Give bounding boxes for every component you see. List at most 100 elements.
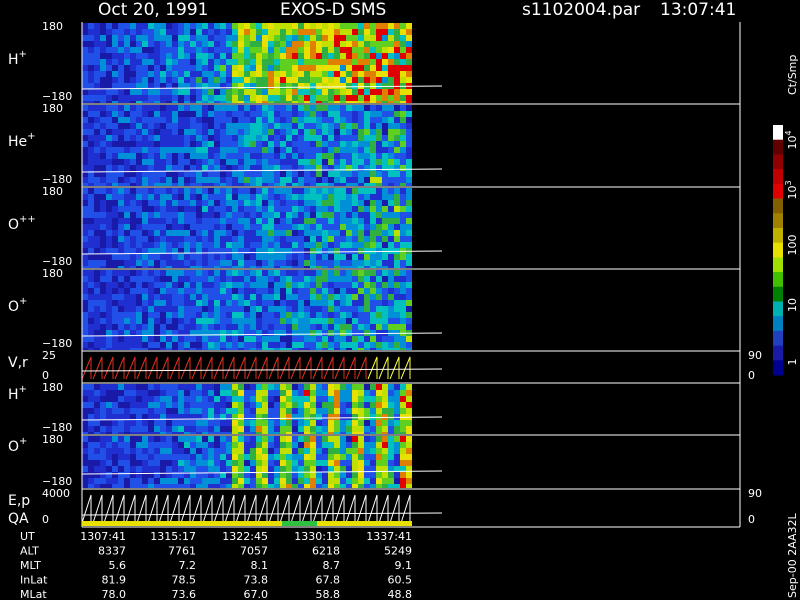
spectrogram-cell [286, 177, 292, 183]
spectrogram-cell [166, 141, 172, 147]
colorbar-cell [773, 183, 783, 200]
spectrogram-cell [196, 260, 202, 266]
spectrogram-cell [196, 171, 202, 177]
spectrogram-cell [124, 294, 130, 300]
spectrogram-cell [382, 276, 388, 282]
spectrogram-cell [346, 141, 352, 147]
spectrogram-cell [322, 348, 328, 350]
spectrogram-cell [358, 466, 364, 472]
spectrogram-cell [286, 330, 292, 336]
spectrogram-cell [292, 95, 298, 101]
spectrogram-cell [178, 432, 184, 434]
spectrogram-cell [340, 420, 346, 426]
spectrogram-cell [160, 35, 166, 41]
spectrogram-cell [124, 432, 130, 434]
spectrogram-cell [142, 89, 148, 95]
spectrogram-cell [226, 312, 232, 318]
spectrogram-cell [154, 83, 160, 89]
spectrogram-cell [256, 29, 262, 35]
spectrogram-cell [166, 420, 172, 426]
spectrogram-cell [340, 47, 346, 53]
spectrogram-cell [232, 300, 238, 306]
spectrogram-cell [214, 117, 220, 123]
spectrogram-cell [130, 141, 136, 147]
spectrogram-cell [340, 159, 346, 165]
spectrogram-cell [262, 318, 268, 324]
spectrogram-cell [202, 105, 208, 111]
spectrogram-cell [202, 141, 208, 147]
spectrogram-cell [382, 188, 388, 194]
spectrogram-cell [232, 288, 238, 294]
spectrogram-cell [376, 384, 382, 390]
spectrogram-cell [310, 348, 316, 350]
spectrogram-cell [112, 101, 118, 103]
spectrogram-cell [166, 324, 172, 330]
spectrogram-cell [346, 101, 352, 103]
spectrogram-cell [244, 420, 250, 426]
spectrogram-cell [280, 77, 286, 83]
spectrogram-cell [274, 408, 280, 414]
spectrogram-cell [268, 442, 274, 448]
spectrogram-cell [292, 436, 298, 442]
spectrogram-cell [82, 294, 88, 300]
spectrogram-cell [136, 188, 142, 194]
spectrogram-cell [322, 111, 328, 117]
spectrogram-cell [346, 312, 352, 318]
spectrogram-cell [232, 276, 238, 282]
spectrogram-cell [82, 224, 88, 230]
spectrogram-cell [340, 135, 346, 141]
spectrogram-cell [130, 426, 136, 432]
table-cell: 1322:45 [222, 530, 268, 543]
spectrogram-cell [292, 41, 298, 47]
spectrogram-cell [358, 153, 364, 159]
spectrogram-cell [100, 183, 106, 186]
spectrogram-cell [310, 318, 316, 324]
spectrogram-cell [166, 454, 172, 460]
spectrogram-cell [280, 188, 286, 194]
spectrogram-cell [334, 65, 340, 71]
spectrogram-cell [100, 414, 106, 420]
spectrogram-cell [220, 266, 226, 268]
spectrogram-cell [148, 236, 154, 242]
spectrogram-cell [376, 65, 382, 71]
spectrogram-cell [208, 248, 214, 254]
spectrogram-cell [262, 324, 268, 330]
spectrogram-cell [370, 396, 376, 402]
spectrogram-cell [112, 460, 118, 466]
spectrogram-cell [220, 396, 226, 402]
spectrogram-cell [142, 260, 148, 266]
spectrogram-cell [148, 218, 154, 224]
spectrogram-cell [304, 242, 310, 248]
spectrogram-cell [388, 432, 394, 434]
spectrogram-cell [376, 420, 382, 426]
spectrogram-cell [238, 200, 244, 206]
spectrogram-cell [286, 288, 292, 294]
spectrogram-cell [166, 101, 172, 103]
spectrogram-cell [118, 432, 124, 434]
spectrogram-cell [190, 266, 196, 268]
spectrogram-cell [316, 129, 322, 135]
spectrogram-cell [118, 270, 124, 276]
spectrogram-cell [148, 111, 154, 117]
spectrogram-cell [214, 218, 220, 224]
spectrogram-cell [82, 318, 88, 324]
spectrogram-cell [364, 436, 370, 442]
spectrogram-cell [298, 288, 304, 294]
spectrogram-cell [286, 230, 292, 236]
panel-label-text: E,p [8, 493, 30, 509]
spectrogram-cell [370, 300, 376, 306]
spectrogram-cell [172, 188, 178, 194]
spectrogram-cell [142, 77, 148, 83]
spectrogram-cell [376, 336, 382, 342]
spectrogram-cell [112, 183, 118, 186]
spectrogram-cell [130, 135, 136, 141]
spectrogram-cell [346, 71, 352, 77]
sawtooth [389, 356, 400, 380]
spectrogram-cell [346, 294, 352, 300]
spectrogram-cell [214, 312, 220, 318]
table-cell: 8337 [98, 545, 126, 558]
spectrogram-cell [136, 200, 142, 206]
spectrogram-cell [136, 111, 142, 117]
spectrogram-cell [346, 472, 352, 478]
spectrogram-cell [310, 111, 316, 117]
